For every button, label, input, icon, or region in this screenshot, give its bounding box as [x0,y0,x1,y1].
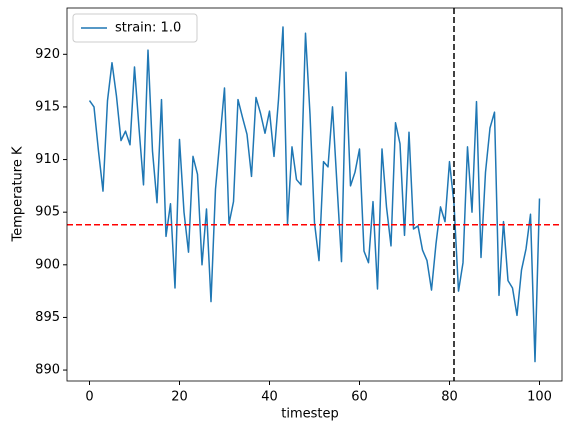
plot-frame [66,7,563,382]
y-tick-label: 905 [35,205,60,220]
x-axis-label: timestep [281,407,339,422]
x-tick-label: 80 [441,390,458,405]
y-tick-label: 895 [35,310,60,325]
data-line [88,26,541,363]
x-tick-label: 20 [171,390,188,405]
x-tick-label: 40 [261,390,278,405]
x-tick-label: 60 [351,390,368,405]
legend-box [72,13,198,43]
y-tick-label: 915 [35,99,60,114]
legend-label: strain: 1.0 [115,21,181,36]
x-tick-label: 100 [527,390,552,405]
y-tick-label: 900 [35,257,60,272]
y-axis-label: Temperature K [11,146,26,242]
y-tick-label: 890 [35,363,60,378]
x-tick-label: 0 [85,390,93,405]
y-tick-label: 920 [35,47,60,62]
y-tick-label: 910 [35,152,60,167]
